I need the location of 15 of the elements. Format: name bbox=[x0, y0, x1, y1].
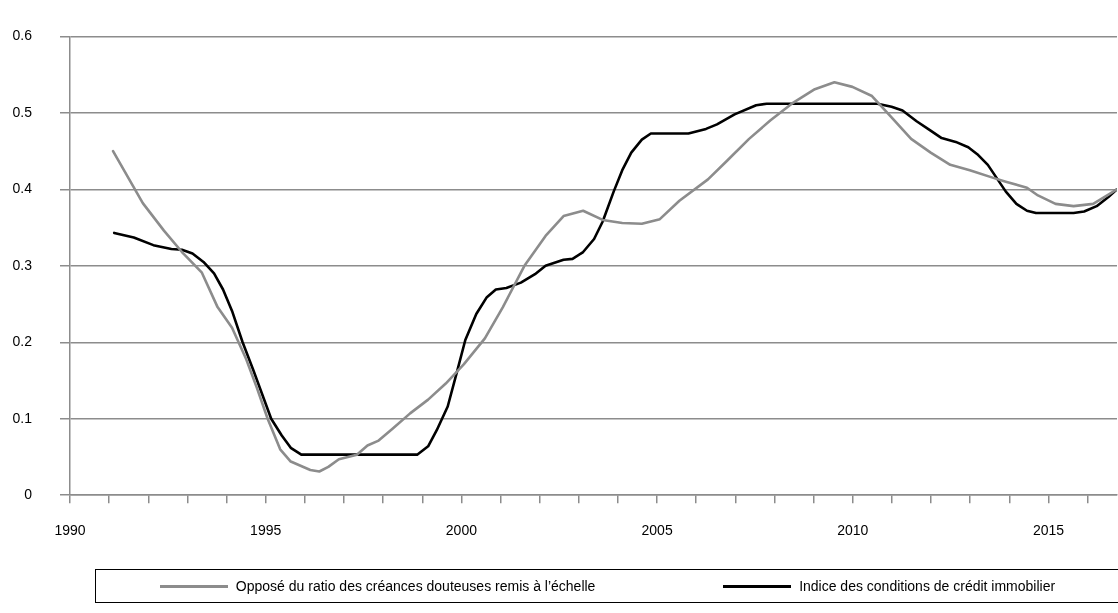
x-tick-label: 1995 bbox=[250, 522, 282, 539]
y-tick-label: 0.6 bbox=[12, 27, 33, 44]
legend-label: Opposé du ratio des créances douteuses remis à l’échelle bbox=[235, 578, 596, 594]
y-tick-label: 0 bbox=[24, 486, 33, 503]
y-tick-label: 0.2 bbox=[12, 333, 33, 350]
y-tick-label: 0.3 bbox=[12, 256, 33, 273]
y-tick-label: 0.4 bbox=[12, 180, 33, 197]
x-tick-label: 2010 bbox=[837, 522, 869, 539]
y-tick-label: 0.1 bbox=[12, 409, 33, 426]
y-tick-label: 0.5 bbox=[12, 103, 33, 120]
legend-label: Indice des conditions de crédit immobilier bbox=[799, 578, 1056, 594]
x-tick-label: 2005 bbox=[641, 522, 673, 539]
x-tick-label: 1990 bbox=[54, 522, 86, 539]
x-tick-label: 2000 bbox=[445, 522, 478, 539]
x-tick-label: 2015 bbox=[1032, 522, 1065, 539]
